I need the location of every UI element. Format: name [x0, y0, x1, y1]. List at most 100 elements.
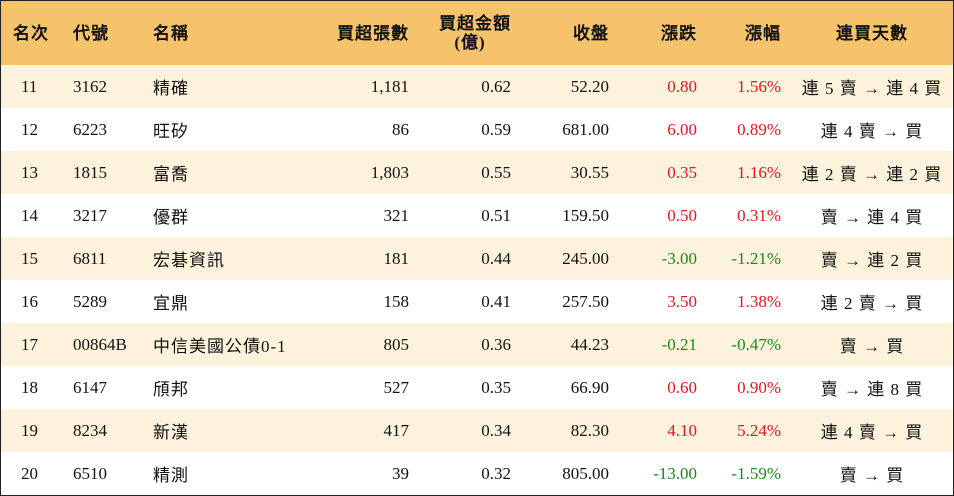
change-cell: 0.35: [667, 162, 697, 182]
close-cell: 82.30: [570, 420, 609, 440]
change-cell: -3.00: [661, 248, 697, 268]
change-cell: 3.50: [667, 291, 697, 311]
change-pct-cell: -1.21%: [731, 248, 781, 268]
close-cell: 52.20: [570, 76, 609, 96]
name-cell: 宏碁資訊: [153, 251, 225, 270]
code-cell: 6223: [73, 119, 107, 139]
name-cell: 新漢: [153, 423, 189, 442]
change-pct-cell: -0.47%: [731, 334, 781, 354]
close-cell: 681.00: [562, 119, 609, 139]
close-cell: 245.00: [562, 248, 609, 268]
code-cell: 6510: [73, 463, 107, 483]
change-cell: 4.10: [667, 420, 697, 440]
rank-cell: 17: [21, 334, 38, 354]
code-cell: 6811: [73, 248, 107, 268]
name-cell: 旺矽: [153, 122, 189, 141]
header-code: 代號: [73, 23, 109, 43]
name-cell: 宜鼎: [153, 294, 189, 313]
change-pct-cell: 0.90%: [737, 377, 781, 397]
code-cell: 00864B: [73, 334, 127, 354]
name-cell: 富喬: [153, 165, 189, 184]
close-cell: 30.55: [570, 162, 609, 182]
streak-cell: 連 2 賣 → 連 2 買: [801, 165, 943, 184]
change-pct-cell: 1.56%: [737, 76, 781, 96]
streak-cell: 賣 → 買: [839, 337, 905, 356]
header-net-buy-amount-line1: 買超金額: [439, 14, 511, 33]
header-net-buy-amount: 買超金額 (億): [409, 1, 519, 65]
net-buy-lots-cell: 321: [383, 205, 410, 225]
name-cell: 精確: [153, 79, 189, 98]
streak-cell: 賣 → 買: [839, 466, 905, 485]
code-cell: 1815: [73, 162, 107, 182]
change-cell: -0.21: [661, 334, 697, 354]
rank-cell: 16: [21, 291, 38, 311]
rank-cell: 14: [21, 205, 38, 225]
code-cell: 3162: [73, 76, 107, 96]
net-buy-amount-cell: 0.55: [481, 162, 511, 182]
code-cell: 8234: [73, 420, 107, 440]
name-cell: 精測: [153, 466, 189, 485]
table-row: 20 6510 精測 39 0.32 805.00 -13.00 -1.59% …: [1, 452, 953, 495]
rank-cell: 15: [21, 248, 38, 268]
change-cell: 6.00: [667, 119, 697, 139]
code-cell: 5289: [73, 291, 107, 311]
net-buy-amount-cell: 0.51: [481, 205, 511, 225]
net-buy-amount-cell: 0.44: [481, 248, 511, 268]
change-pct-cell: 1.38%: [737, 291, 781, 311]
table-row: 16 5289 宜鼎 158 0.41 257.50 3.50 1.38% 連 …: [1, 280, 953, 323]
rank-cell: 18: [21, 377, 38, 397]
streak-cell: 連 5 賣 → 連 4 買: [801, 79, 943, 98]
net-buy-lots-cell: 1,181: [370, 76, 409, 96]
net-buy-amount-cell: 0.35: [481, 377, 511, 397]
code-cell: 6147: [73, 377, 107, 397]
change-pct-cell: -1.59%: [731, 463, 781, 483]
change-pct-cell: 0.89%: [737, 119, 781, 139]
change-pct-cell: 5.24%: [737, 420, 781, 440]
net-buy-amount-cell: 0.32: [481, 463, 511, 483]
table-row: 18 6147 頎邦 527 0.35 66.90 0.60 0.90% 賣 →…: [1, 366, 953, 409]
header-rank: 名次: [13, 23, 49, 43]
table-row: 12 6223 旺矽 86 0.59 681.00 6.00 0.89% 連 4…: [1, 108, 953, 151]
close-cell: 66.90: [570, 377, 609, 397]
name-cell: 頎邦: [153, 380, 189, 399]
table-row: 14 3217 優群 321 0.51 159.50 0.50 0.31% 賣 …: [1, 194, 953, 237]
header-net-buy-amount-line2: (億): [454, 33, 486, 52]
header-name: 名稱: [153, 23, 189, 43]
net-buy-lots-cell: 158: [383, 291, 410, 311]
net-buy-amount-cell: 0.59: [481, 119, 511, 139]
net-buy-lots-cell: 805: [383, 334, 410, 354]
change-cell: 0.50: [667, 205, 697, 225]
streak-cell: 連 2 賣 → 買: [820, 294, 924, 313]
net-buy-lots-cell: 181: [383, 248, 410, 268]
close-cell: 805.00: [562, 463, 609, 483]
net-buy-lots-cell: 417: [383, 420, 410, 440]
name-cell: 中信美國公債0-1: [153, 337, 287, 356]
close-cell: 257.50: [562, 291, 609, 311]
close-cell: 159.50: [562, 205, 609, 225]
change-pct-cell: 1.16%: [737, 162, 781, 182]
rank-cell: 13: [21, 162, 38, 182]
rank-cell: 20: [21, 463, 38, 483]
header-streak: 連買天數: [836, 23, 908, 43]
header-row: 名次 代號 名稱 買超張數 買超金額 (億) 收盤 漲跌 漲幅 連買天數: [1, 1, 953, 65]
net-buy-amount-cell: 0.41: [481, 291, 511, 311]
table-row: 19 8234 新漢 417 0.34 82.30 4.10 5.24% 連 4…: [1, 409, 953, 452]
header-change: 漲跌: [661, 23, 697, 43]
rank-cell: 19: [21, 420, 38, 440]
net-buy-amount-cell: 0.34: [481, 420, 511, 440]
change-cell: -13.00: [653, 463, 697, 483]
change-cell: 0.60: [667, 377, 697, 397]
net-buy-lots-cell: 86: [392, 119, 409, 139]
streak-cell: 連 4 賣 → 買: [820, 423, 924, 442]
streak-cell: 賣 → 連 2 買: [820, 251, 924, 270]
header-close: 收盤: [573, 23, 609, 43]
table-row: 15 6811 宏碁資訊 181 0.44 245.00 -3.00 -1.21…: [1, 237, 953, 280]
rank-cell: 11: [21, 76, 38, 96]
rank-cell: 12: [21, 119, 38, 139]
change-cell: 0.80: [667, 76, 697, 96]
change-pct-cell: 0.31%: [737, 205, 781, 225]
streak-cell: 賣 → 連 4 買: [820, 208, 924, 227]
table-header: 名次 代號 名稱 買超張數 買超金額 (億) 收盤 漲跌 漲幅 連買天數: [1, 1, 953, 65]
